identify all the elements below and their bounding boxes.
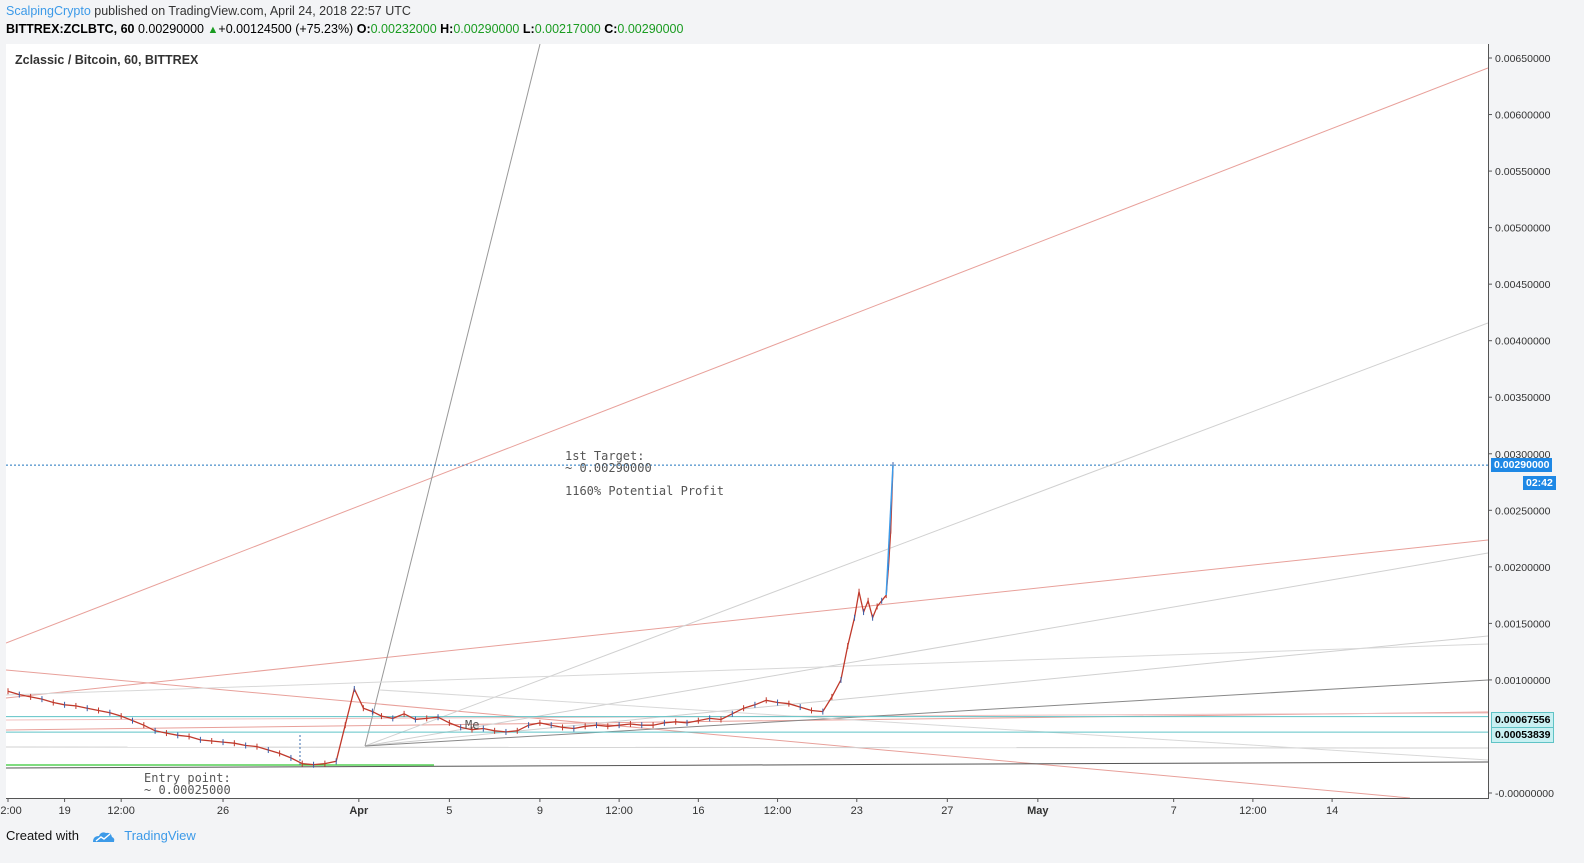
level-price-tag-2: 0.00053839 — [1491, 727, 1555, 743]
high-value: 0.00290000 — [453, 22, 520, 36]
x-axis-tick-label: 19 — [58, 805, 70, 817]
x-axis-tick-label: 7 — [1171, 805, 1177, 817]
x-axis-tick-label: Apr — [349, 805, 369, 817]
low-value: 0.00217000 — [534, 22, 601, 36]
symbol-label: BITTREX:ZCLBTC, 60 — [6, 22, 135, 36]
x-axis-tick-label: 12:00 — [1239, 805, 1267, 817]
trend-line-gray-6 — [379, 689, 1488, 761]
x-axis-tick-label: 5 — [446, 805, 452, 817]
trend-line-gray-1 — [364, 322, 1488, 747]
trend-line-steep — [364, 44, 541, 747]
trend-line-red-mid — [6, 539, 1488, 699]
publish-info: ScalpingCrypto published on TradingView.… — [6, 4, 411, 18]
y-axis-tick-label: 0.00200000 — [1495, 562, 1551, 574]
up-arrow-icon: ▲ — [207, 24, 219, 36]
author-link[interactable]: ScalpingCrypto — [6, 4, 91, 18]
open-label: O: — [356, 22, 371, 36]
chart-note-label: Me — [465, 718, 479, 732]
current-price-tag: 0.00290000 — [1491, 458, 1553, 472]
y-axis-tick-label: 0.00450000 — [1495, 279, 1551, 291]
y-axis-tick-label: 0.00500000 — [1495, 223, 1551, 235]
x-axis-tick-label: 26 — [217, 805, 229, 817]
y-axis-tick-label: 0.00150000 — [1495, 618, 1551, 630]
x-axis-tick-label: May — [1027, 805, 1049, 817]
trend-line-red-down — [6, 669, 1411, 798]
trend-line-gray-4 — [6, 643, 1488, 696]
plot-area: 1st Target:~ 0.00290000 1160% Potential P… — [6, 44, 1488, 798]
target-label-line2: ~ 0.00290000 — [565, 461, 652, 475]
trend-line-dark — [364, 679, 1488, 747]
low-label: L: — [522, 22, 535, 36]
breakout-candle — [885, 465, 894, 596]
trend-line-gray-5 — [6, 746, 1488, 749]
trend-line-red-low — [6, 711, 1488, 731]
x-axis-tick-label: 14 — [1326, 805, 1338, 817]
high-label: H: — [440, 22, 454, 36]
last-price: 0.00290000 — [137, 22, 205, 36]
trend-line-gray-3 — [364, 635, 1488, 747]
y-axis-tick-label: 0.00100000 — [1495, 675, 1551, 687]
x-axis-tick-label: 16 — [692, 805, 704, 817]
x-axis-tick-label: 9 — [537, 805, 543, 817]
trend-line-red-upper — [6, 67, 1488, 644]
x-axis-tick-label: 12:00 — [764, 805, 792, 817]
entry-label-line1: Entry point: — [144, 771, 231, 785]
x-axis-tick-label: 23 — [851, 805, 863, 817]
x-axis-tick-label: 12:00 — [0, 805, 22, 817]
profit-label: 1160% Potential Profit — [565, 484, 724, 498]
symbol-info-bar: BITTREX:ZCLBTC, 60 0.00290000 ▲+0.001245… — [6, 22, 683, 36]
bar-countdown-tag: 02:42 — [1523, 476, 1556, 490]
price-series-line — [7, 465, 894, 766]
y-axis-tick-label: 0.00400000 — [1495, 336, 1551, 348]
tradingview-logo-icon — [92, 831, 114, 842]
y-axis-tick-label: 0.00250000 — [1495, 505, 1551, 517]
chart-title: Zclassic / Bitcoin, 60, BITTREX — [15, 53, 199, 67]
y-axis-tick-label: -0.00000000 — [1495, 788, 1554, 800]
created-with-text: Created with — [6, 828, 79, 843]
trend-line-gray-2 — [364, 552, 1488, 747]
publish-text: published on TradingView.com, April 24, … — [94, 4, 411, 18]
target-label-line1: 1st Target: — [565, 449, 644, 463]
entry-label-line2: ~ 0.00025000 — [144, 783, 231, 797]
price-change: +0.00124500 (+75.23%) — [218, 22, 354, 36]
open-value: 0.00232000 — [370, 22, 437, 36]
chart-panel[interactable] — [6, 44, 1489, 799]
y-axis-tick-label: 0.00300000 — [1495, 449, 1551, 461]
close-value: 0.00290000 — [617, 22, 684, 36]
x-axis-tick-label: 12:00 — [605, 805, 633, 817]
support-line — [6, 761, 1488, 769]
y-axis-tick-label: 0.00600000 — [1495, 110, 1551, 122]
footer: Created with TradingView — [6, 828, 196, 844]
tradingview-link[interactable]: TradingView — [124, 828, 196, 843]
x-axis-tick-label: 12:00 — [107, 805, 135, 817]
level-price-tag-1: 0.00067556 — [1491, 712, 1555, 728]
y-axis-tick-label: 0.00350000 — [1495, 392, 1551, 404]
x-axis-tick-label: 27 — [941, 805, 953, 817]
y-axis-tick-label: 0.00650000 — [1495, 53, 1551, 65]
close-label: C: — [604, 22, 618, 36]
y-axis-tick-label: 0.00550000 — [1495, 166, 1551, 178]
